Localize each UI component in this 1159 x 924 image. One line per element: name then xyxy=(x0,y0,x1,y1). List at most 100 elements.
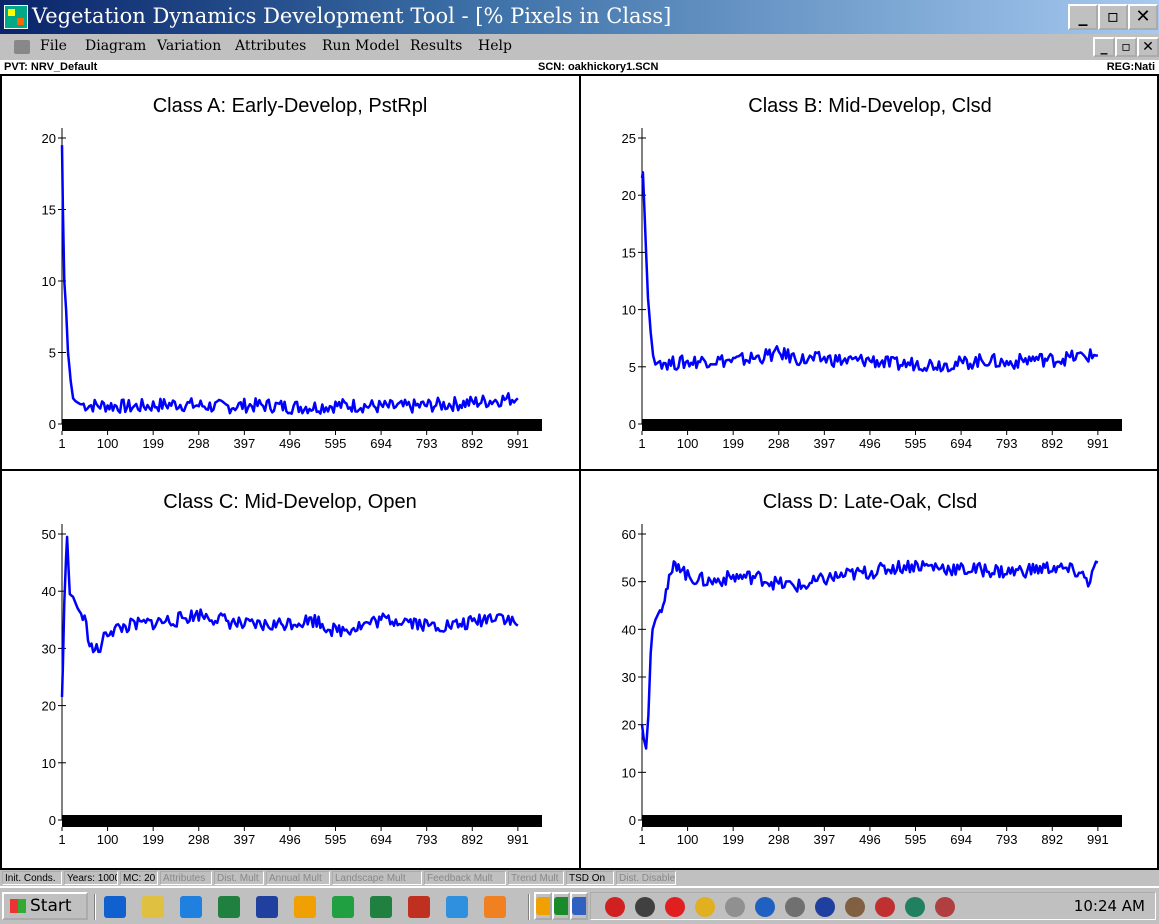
status-cell-mc-20[interactable]: MC: 20 xyxy=(120,871,158,885)
chat-icon[interactable] xyxy=(446,896,468,918)
tray-burst-icon[interactable] xyxy=(665,897,685,917)
x-axis-band xyxy=(642,815,1122,827)
x-tick-label: 793 xyxy=(996,436,1018,451)
status-cell-tsd-on[interactable]: TSD On xyxy=(566,871,614,885)
tray-network-icon[interactable] xyxy=(785,897,805,917)
status-cell-trend-mult[interactable]: Trend Mult xyxy=(508,871,564,885)
search-icon[interactable] xyxy=(180,896,202,918)
y-tick-label: 0 xyxy=(49,813,56,828)
status-cell-dist-disabled[interactable]: Dist. Disabled xyxy=(616,871,676,885)
x-tick-label: 793 xyxy=(416,436,438,451)
info-bar: PVT: NRV_Default SCN: oakhickory1.SCN RE… xyxy=(0,60,1159,74)
close-button[interactable]: ✕ xyxy=(1128,4,1158,30)
app-circle-icon[interactable] xyxy=(294,896,316,918)
chart-class-d: Class D: Late-Oak, Clsd 0 10 20 30 40 50 60 1 100… xyxy=(622,491,1122,847)
tray-globe-icon[interactable] xyxy=(755,897,775,917)
x-tick-label: 694 xyxy=(950,436,972,451)
task-button[interactable]: o xyxy=(570,892,588,920)
child-minimize-button[interactable]: _ xyxy=(1093,37,1115,57)
status-cell-annual-mult[interactable]: Annual Mult xyxy=(266,871,330,885)
y-tick-label: 40 xyxy=(42,584,56,599)
excel-icon[interactable] xyxy=(370,896,392,918)
x-tick-label: 1 xyxy=(638,436,645,451)
x-tick-label: 595 xyxy=(905,832,927,847)
tray-blue-icon[interactable] xyxy=(815,897,835,917)
y-tick-label: 20 xyxy=(42,699,56,714)
start-button[interactable]: Start xyxy=(2,892,88,920)
internet-explorer-icon[interactable] xyxy=(104,896,126,918)
x-tick-label: 397 xyxy=(813,832,835,847)
tray-yellow-icon[interactable] xyxy=(695,897,715,917)
x-tick-label: 991 xyxy=(507,436,529,451)
x-tick-label: 496 xyxy=(279,436,301,451)
windows-logo-icon xyxy=(10,899,26,913)
x-tick-label: 397 xyxy=(233,832,255,847)
status-cell-dist-mult[interactable]: Dist. Mult xyxy=(214,871,264,885)
tray-monitor-icon[interactable] xyxy=(905,897,925,917)
word-icon[interactable] xyxy=(256,896,278,918)
globe-icon[interactable] xyxy=(332,896,354,918)
vddt-app-icon[interactable] xyxy=(4,5,28,29)
title-bar[interactable]: Vegetation Dynamics Development Tool - [… xyxy=(0,0,1159,34)
charts-area: Class A: Early-Develop, PstRpl 0 5 10 15 20 1 1… xyxy=(0,74,1159,870)
series-line xyxy=(640,171,1099,373)
explorer-icon[interactable] xyxy=(218,896,240,918)
child-close-button[interactable]: ✕ xyxy=(1137,37,1159,57)
x-tick-label: 892 xyxy=(1041,436,1063,451)
menu-results[interactable]: Results xyxy=(410,38,463,54)
x-tick-label: 694 xyxy=(370,832,392,847)
x-tick-label: 100 xyxy=(97,436,119,451)
x-tick-label: 199 xyxy=(142,436,164,451)
x-tick-label: 199 xyxy=(722,436,744,451)
child-restore-button[interactable]: ▫ xyxy=(1115,37,1137,57)
tray-red-icon[interactable] xyxy=(605,897,625,917)
task-button[interactable]: V xyxy=(552,892,570,920)
menu-file[interactable]: File xyxy=(40,38,67,54)
media-player-icon[interactable] xyxy=(484,896,506,918)
child-window-icon[interactable] xyxy=(14,40,30,54)
y-tick-label: 15 xyxy=(622,245,636,260)
y-tick-label: 30 xyxy=(622,670,636,685)
speaker-icon[interactable] xyxy=(635,897,655,917)
y-tick-label: 20 xyxy=(42,131,56,146)
menu-run-model[interactable]: Run Model xyxy=(322,38,400,54)
app-circle-icon xyxy=(536,897,550,915)
y-tick-label: 60 xyxy=(622,527,636,542)
x-tick-label: 595 xyxy=(325,832,347,847)
menu-diagram[interactable]: Diagram xyxy=(85,38,147,54)
y-tick-label: 10 xyxy=(622,765,636,780)
status-cell-attributes[interactable]: Attributes xyxy=(160,871,212,885)
chart-title: Class D: Late-Oak, Clsd xyxy=(763,491,978,513)
status-cell-feedback-mult[interactable]: Feedback Mult xyxy=(424,871,506,885)
clock[interactable]: 10:24 AM xyxy=(1073,897,1145,915)
scn-label: SCN: oakhickory1.SCN xyxy=(538,61,659,73)
task-button[interactable]: M xyxy=(534,892,552,920)
y-tick-label: 15 xyxy=(42,203,56,218)
status-cell-landscape-mult[interactable]: Landscape Mult xyxy=(332,871,422,885)
x-tick-label: 397 xyxy=(233,436,255,451)
tray-gray-icon[interactable] xyxy=(725,897,745,917)
menu-help[interactable]: Help xyxy=(478,38,512,54)
x-tick-label: 991 xyxy=(1087,832,1109,847)
menu-attributes[interactable]: Attributes xyxy=(235,38,307,54)
minimize-button[interactable]: _ xyxy=(1068,4,1098,30)
x-tick-label: 991 xyxy=(1087,436,1109,451)
x-tick-label: 991 xyxy=(507,832,529,847)
y-tick-label: 10 xyxy=(622,303,636,318)
chart-class-b: Class B: Mid-Develop, Clsd 0 5 10 15 20 25 1 100… xyxy=(622,95,1122,451)
x-tick-label: 100 xyxy=(677,436,699,451)
notepad-icon[interactable] xyxy=(142,896,164,918)
y-tick-label: 50 xyxy=(622,575,636,590)
x-axis-band xyxy=(62,419,542,431)
tray-pen-icon[interactable] xyxy=(845,897,865,917)
chart-class-c: Class C: Mid-Develop, Open 0 10 20 30 40 50 1 10… xyxy=(42,491,542,847)
maximize-button[interactable]: ▫ xyxy=(1098,4,1128,30)
menu-variation[interactable]: Variation xyxy=(157,38,222,54)
x-tick-label: 892 xyxy=(461,832,483,847)
powerpoint-icon[interactable] xyxy=(408,896,430,918)
tray-shield-icon[interactable] xyxy=(875,897,895,917)
series-line xyxy=(60,145,519,415)
tray-calendar-icon[interactable] xyxy=(935,897,955,917)
status-cell-init-conds[interactable]: Init. Conds. xyxy=(2,871,62,885)
status-cell-years-1000[interactable]: Years: 1000 xyxy=(64,871,118,885)
